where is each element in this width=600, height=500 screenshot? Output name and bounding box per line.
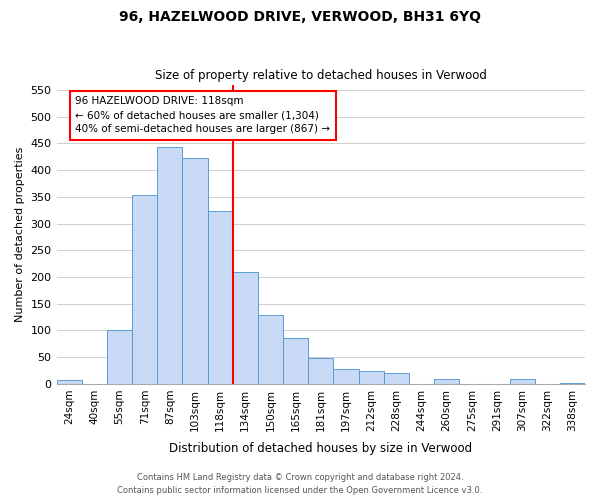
Text: Contains HM Land Registry data © Crown copyright and database right 2024.
Contai: Contains HM Land Registry data © Crown c…: [118, 474, 482, 495]
Bar: [258, 315, 283, 384]
Bar: [383, 373, 409, 384]
Bar: [334, 369, 359, 384]
Title: Size of property relative to detached houses in Verwood: Size of property relative to detached ho…: [155, 69, 487, 82]
Text: 96 HAZELWOOD DRIVE: 118sqm
← 60% of detached houses are smaller (1,304)
40% of s: 96 HAZELWOOD DRIVE: 118sqm ← 60% of deta…: [76, 96, 331, 134]
Bar: [56, 380, 82, 384]
Bar: [359, 370, 383, 384]
Bar: [308, 358, 334, 384]
Bar: [208, 211, 233, 384]
Bar: [107, 330, 132, 384]
Text: 96, HAZELWOOD DRIVE, VERWOOD, BH31 6YQ: 96, HAZELWOOD DRIVE, VERWOOD, BH31 6YQ: [119, 10, 481, 24]
Bar: [182, 158, 208, 384]
Y-axis label: Number of detached properties: Number of detached properties: [15, 146, 25, 322]
Bar: [157, 147, 182, 384]
Bar: [434, 378, 459, 384]
Bar: [233, 272, 258, 384]
X-axis label: Distribution of detached houses by size in Verwood: Distribution of detached houses by size …: [169, 442, 472, 455]
Bar: [509, 379, 535, 384]
Bar: [132, 195, 157, 384]
Bar: [560, 383, 585, 384]
Bar: [283, 338, 308, 384]
